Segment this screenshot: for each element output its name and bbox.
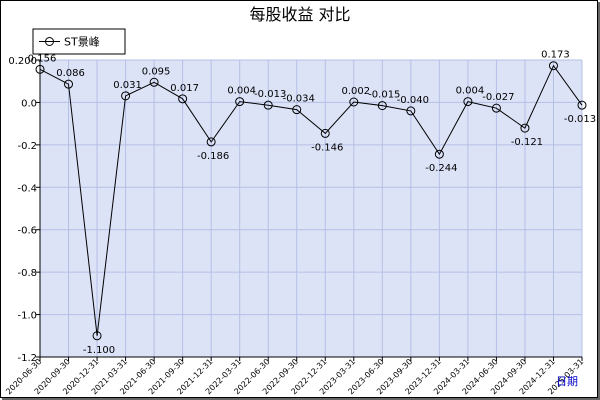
- plot-area: [40, 60, 582, 357]
- data-point: [206, 137, 216, 147]
- data-point: [377, 101, 387, 111]
- data-point: [320, 128, 330, 138]
- data-point: [577, 100, 587, 110]
- y-tick-label: -0.2: [17, 141, 37, 152]
- data-label: -0.146: [311, 142, 343, 153]
- y-tick-label: -0.4: [17, 183, 37, 194]
- data-label: -0.013: [564, 114, 596, 125]
- data-point: [149, 77, 159, 87]
- data-point: [520, 123, 530, 133]
- y-tick-label: -0.8: [17, 268, 37, 279]
- series-st-jingfeng: [35, 61, 587, 341]
- x-axis-label: 日期: [556, 375, 578, 388]
- data-point: [263, 100, 273, 110]
- data-point: [349, 97, 359, 107]
- data-point: [235, 97, 245, 107]
- data-point: [434, 149, 444, 159]
- data-label: 0.002: [341, 86, 370, 97]
- y-axis-ticks: 0.200 0.0 -0.2 -0.4 -0.6 -0.8 -1.0 -1.2: [8, 56, 40, 364]
- legend: ST景峰: [32, 28, 126, 55]
- data-label: -0.027: [482, 92, 514, 103]
- data-label: -0.244: [425, 163, 457, 174]
- data-label: 0.031: [113, 80, 142, 91]
- data-label: -0.186: [197, 151, 229, 162]
- data-point: [35, 64, 45, 74]
- data-point: [92, 331, 102, 341]
- data-label: -0.040: [397, 95, 429, 106]
- data-label: 0.095: [142, 66, 171, 77]
- data-label: 0.156: [28, 53, 57, 64]
- data-label: 0.004: [227, 86, 256, 97]
- y-tick-label: 0.200: [8, 56, 37, 67]
- y-tick-label: 0.0: [21, 98, 37, 109]
- data-point: [548, 61, 558, 71]
- data-label: 0.086: [56, 68, 85, 79]
- data-label: -0.015: [368, 90, 400, 101]
- x-axis-ticks: 2020-06-302020-09-302020-12-312021-03-31…: [4, 357, 585, 396]
- data-point: [178, 94, 188, 104]
- legend-marker-swatch: [45, 37, 54, 46]
- data-point: [292, 105, 302, 115]
- data-label: -1.100: [83, 345, 115, 356]
- legend-label: ST景峰: [64, 36, 100, 49]
- data-point: [121, 91, 131, 101]
- data-label: -0.121: [511, 137, 543, 148]
- data-label: -0.013: [254, 89, 286, 100]
- chart-title: 每股收益 对比: [249, 5, 350, 24]
- data-label: 0.173: [541, 50, 570, 61]
- series-line: [39, 64, 583, 336]
- axes: [39, 60, 582, 358]
- data-label: -0.034: [283, 94, 315, 105]
- y-tick-label: -0.6: [17, 226, 37, 237]
- data-point: [463, 97, 473, 107]
- y-tick-label: -1.0: [17, 311, 37, 322]
- data-point: [64, 79, 74, 89]
- data-label: 0.004: [456, 86, 485, 97]
- y-tick-label: -1.2: [17, 353, 37, 364]
- data-label: 0.017: [170, 83, 199, 94]
- data-point: [491, 103, 501, 113]
- data-point: [406, 106, 416, 116]
